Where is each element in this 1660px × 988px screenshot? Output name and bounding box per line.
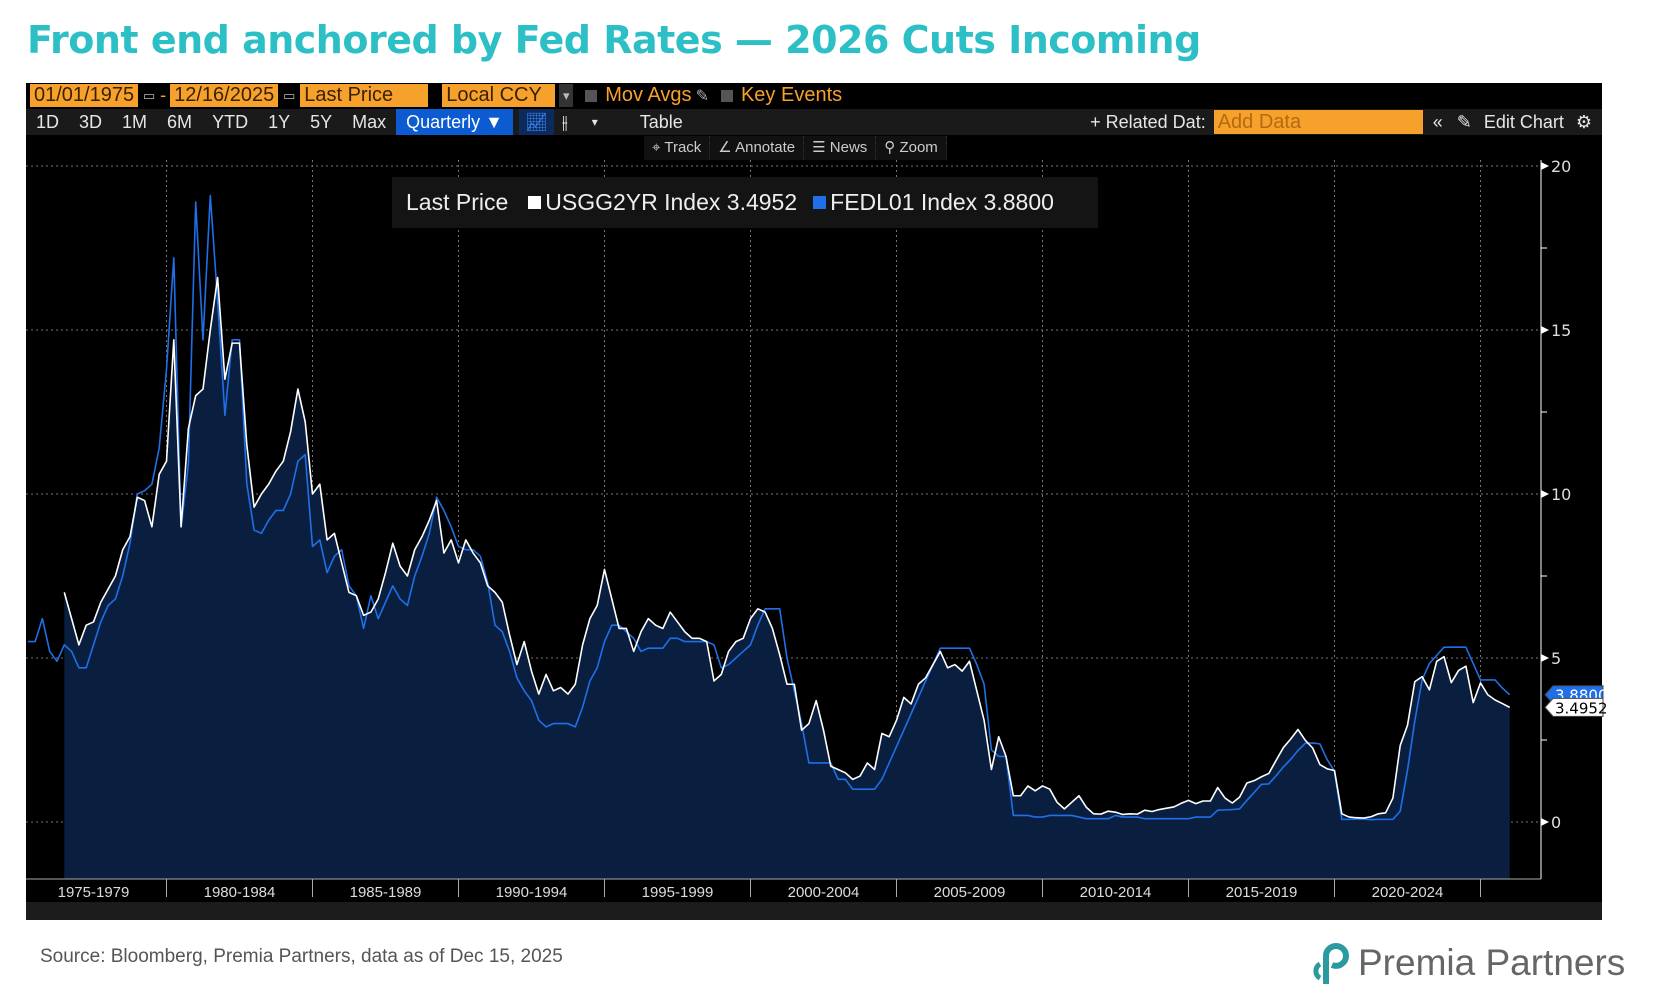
x-tick-label: 2010-2014 (1080, 884, 1152, 901)
period-1m[interactable]: 1M (122, 112, 148, 132)
period-ytd[interactable]: YTD (212, 112, 249, 132)
chevron-down-icon[interactable]: ▾ (559, 84, 574, 107)
scroll-bar[interactable] (26, 902, 1602, 920)
end-date-field[interactable]: 12/16/2025 (170, 84, 279, 107)
chart-legend: Last Price USGG2YR Index 3.4952 FEDL01 I… (392, 177, 1098, 228)
crosshair-icon: ⌖ (652, 139, 665, 156)
page-title: Front end anchored by Fed Rates — 2026 C… (27, 18, 1201, 62)
toolbar-row-dates: 01/01/1975 ▭ - 12/16/2025 ▭ Last Price L… (26, 83, 1606, 108)
calendar-icon[interactable]: ▭ (283, 87, 296, 103)
logo-mark-icon (1313, 943, 1350, 984)
period-5y[interactable]: 5Y (310, 112, 333, 132)
usgg2yr-price-tag (1544, 697, 1604, 717)
period-max[interactable]: Max (352, 112, 387, 132)
line-chart-icon[interactable]: 📈︎ (518, 109, 554, 135)
tool-zoom[interactable]: ⚲ Zoom (876, 136, 947, 160)
pencil-icon[interactable]: ✎ (1456, 112, 1472, 132)
y-tick-label: 15 (1551, 321, 1571, 340)
legend-swatch (813, 196, 827, 209)
chevron-down-icon[interactable]: ▾ (591, 115, 598, 129)
gear-icon[interactable]: ⚙ (1575, 112, 1592, 132)
related-data-button[interactable]: + Related Dat: (1090, 112, 1206, 132)
y-tick-marker (1541, 654, 1549, 662)
collapse-icon[interactable]: « (1432, 112, 1443, 132)
edit-chart-button[interactable]: Edit Chart (1483, 112, 1564, 132)
period-1d[interactable]: 1D (36, 112, 60, 132)
search-icon: ⚲ (884, 139, 900, 156)
x-tick-label: 1995-1999 (642, 884, 714, 901)
logo-text: Premia Partners (1358, 942, 1626, 983)
x-tick-label: 1975-1979 (58, 884, 130, 901)
start-date-field[interactable]: 01/01/1975 (30, 84, 139, 107)
series-line-fedl01 (27, 194, 1511, 821)
legend-item-usgg2yr: USGG2YR Index 3.4952 (528, 189, 797, 216)
bar-chart-icon[interactable]: ⫲ (561, 112, 568, 132)
chart-tools: ⌖ Track ∠ Annotate ☰ News ⚲ Zoom (644, 136, 947, 160)
source-note: Source: Bloomberg, Premia Partners, data… (40, 946, 563, 967)
period-3d[interactable]: 3D (79, 112, 103, 132)
mov-avgs-label[interactable]: Mov Avgs (605, 84, 692, 106)
table-button[interactable]: Table (639, 112, 683, 132)
toolbar-row-periods: 1D 3D 1M 6M YTD 1Y 5Y Max Quarterly ▼ 📈︎… (26, 109, 1602, 135)
key-events-checkbox[interactable] (720, 89, 733, 102)
key-events-label[interactable]: Key Events (740, 84, 843, 106)
pencil-icon[interactable]: ✎ (695, 87, 709, 105)
add-data-input[interactable]: Add Data (1213, 110, 1423, 134)
y-tick-label: 5 (1551, 649, 1561, 668)
tool-news[interactable]: ☰ News (804, 136, 877, 160)
legend-title: Last Price (406, 189, 509, 215)
y-tick-label: 10 (1551, 485, 1571, 504)
annotate-icon: ∠ (718, 139, 736, 156)
date-separator: - (160, 85, 167, 105)
mov-avgs-checkbox[interactable] (585, 89, 598, 102)
y-tick-label: 0 (1551, 813, 1561, 832)
legend-swatch (528, 196, 542, 209)
frequency-select[interactable]: Quarterly ▼ (396, 109, 513, 135)
zoom-label: Zoom (899, 139, 938, 156)
y-tick-marker (1541, 490, 1549, 498)
x-tick-label: 1990-1994 (496, 884, 568, 901)
track-label: Track (664, 139, 702, 156)
period-1y[interactable]: 1Y (268, 112, 291, 132)
tool-track[interactable]: ⌖ Track (644, 136, 711, 160)
x-tick-label: 1985-1989 (350, 884, 422, 901)
x-tick-label: 2020-2024 (1372, 884, 1444, 901)
news-label: News (829, 139, 868, 156)
premia-partners-logo: Premia Partners (1312, 940, 1625, 986)
y-tick-marker (1541, 818, 1549, 826)
y-tick-marker (1541, 162, 1549, 170)
period-6m[interactable]: 6M (167, 112, 193, 132)
area-fill (64, 277, 1510, 879)
y-tick-marker (1541, 326, 1549, 334)
field-select[interactable]: Last Price (300, 84, 429, 107)
x-tick-label: 2005-2009 (934, 884, 1006, 901)
calendar-icon[interactable]: ▭ (142, 87, 156, 103)
legend-label: USGG2YR Index 3.4952 (545, 189, 798, 215)
x-tick-label: 1980-1984 (204, 884, 276, 901)
currency-select[interactable]: Local CCY (442, 84, 556, 107)
y-tick-label: 20 (1551, 157, 1571, 176)
tool-annotate[interactable]: ∠ Annotate (710, 136, 805, 160)
legend-label: FEDL01 Index 3.8800 (830, 189, 1054, 215)
x-tick-label: 2000-2004 (788, 884, 860, 901)
legend-item-fedl01: FEDL01 Index 3.8800 (813, 189, 1054, 216)
annotate-label: Annotate (735, 139, 796, 156)
usgg2yr-price-tag-label: 3.4952 (1555, 699, 1608, 717)
news-icon: ☰ (812, 139, 830, 156)
x-tick-label: 2015-2019 (1226, 884, 1298, 901)
